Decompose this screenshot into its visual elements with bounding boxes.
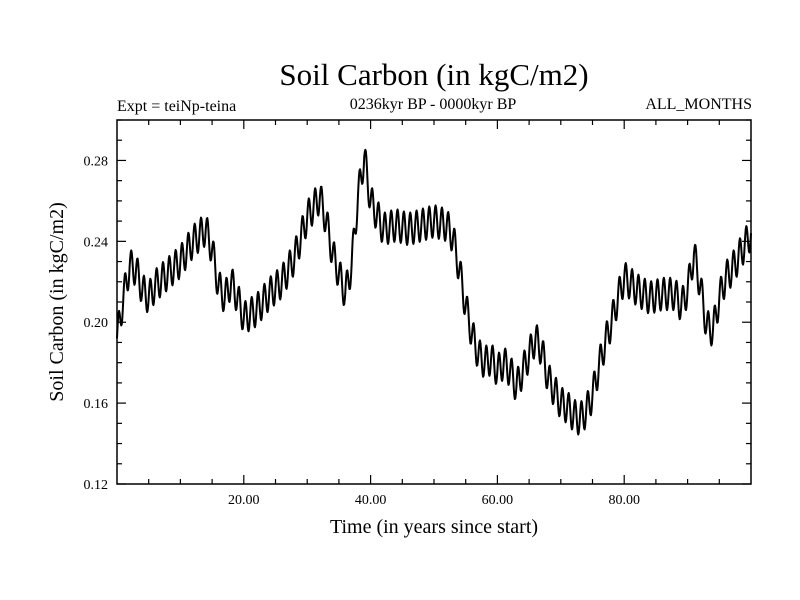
plot-frame	[116, 119, 752, 485]
x-tick-label: 60.00	[482, 493, 514, 508]
chart-subtitle: 0236kyr BP - 0000kyr BP	[350, 96, 517, 113]
experiment-label: Expt = teiNp-teina	[117, 98, 236, 115]
y-tick-label: 0.28	[84, 154, 109, 169]
y-tick-label: 0.16	[84, 397, 109, 412]
x-axis-tick-labels: 20.00 40.00 60.00 80.00	[228, 493, 640, 508]
x-axis-label: Time (in years since start)	[330, 516, 538, 538]
months-label: ALL_MONTHS	[645, 96, 752, 113]
soil-carbon-series-line	[116, 148, 752, 436]
y-axis-label: Soil Carbon (in kgC/m2)	[46, 202, 68, 401]
x-tick-label: 80.00	[608, 493, 640, 508]
x-axis-ticks	[148, 120, 720, 484]
x-tick-label: 40.00	[355, 493, 387, 508]
x-tick-label: 20.00	[228, 493, 260, 508]
y-tick-label: 0.12	[84, 478, 109, 493]
chart-title: Soil Carbon (in kgC/m2)	[279, 57, 588, 92]
y-tick-label: 0.24	[84, 235, 109, 250]
y-axis-tick-labels: 0.12 0.16 0.20 0.24 0.28	[84, 154, 109, 493]
y-tick-label: 0.20	[84, 316, 109, 331]
